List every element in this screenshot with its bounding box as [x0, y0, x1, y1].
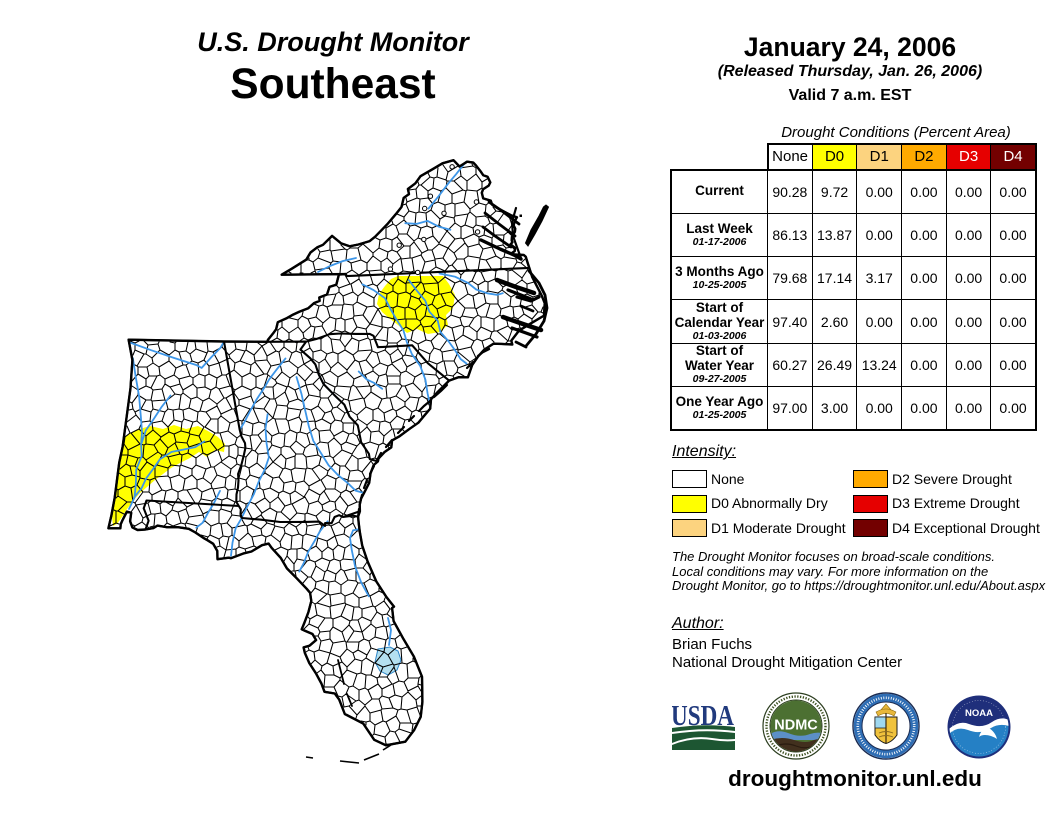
- svg-text:NDMC: NDMC: [774, 718, 818, 734]
- svg-text:NOAA: NOAA: [965, 708, 993, 719]
